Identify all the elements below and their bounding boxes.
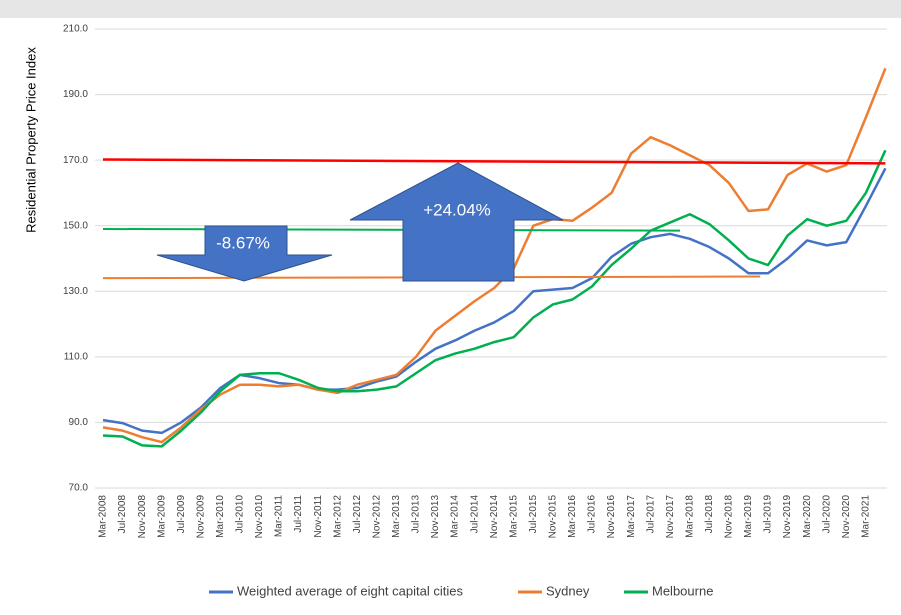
x-tick-label: Jul-2017	[645, 495, 656, 534]
trend-line	[102, 227, 681, 232]
x-tick-label: Jul-2015	[528, 495, 539, 534]
x-tick-label: Jul-2012	[352, 495, 363, 534]
y-tick-label: 110.0	[64, 351, 89, 362]
x-tick-label: Nov-2012	[371, 495, 382, 539]
y-tick-label: 210.0	[63, 24, 88, 35]
x-tick-label: Nov-2011	[313, 495, 324, 538]
x-tick-label: Jul-2014	[469, 495, 480, 534]
x-tick-label: Mar-2010	[215, 495, 226, 538]
x-tick-label: Jul-2008	[117, 495, 128, 534]
x-tick-label: Mar-2009	[156, 495, 167, 538]
x-tick-label: Nov-2017	[665, 495, 676, 539]
x-tick-label: Mar-2019	[743, 495, 754, 538]
x-tick-label: Mar-2011	[274, 495, 285, 537]
x-tick-label: Nov-2010	[254, 495, 265, 539]
x-tick-label: Jul-2019	[763, 495, 774, 534]
x-tick-label: Jul-2010	[235, 495, 246, 534]
annotation: +24.04%	[423, 200, 491, 219]
x-tick-label: Nov-2013	[430, 495, 441, 539]
x-tick-label: Mar-2017	[626, 495, 637, 538]
x-tick-label: Mar-2021	[860, 495, 871, 538]
x-tick-label: Jul-2013	[411, 495, 422, 534]
annotation: -8.67%	[216, 233, 270, 252]
down-arrow	[156, 225, 333, 282]
y-tick-label: 130.0	[63, 286, 88, 297]
grid: 70.0 90.0 110.0 130.0 150.0 170.0 190.0 210.0 Ma…	[63, 24, 887, 539]
x-tick-label: Jul-2020	[821, 495, 832, 534]
y-tick-label: 90.0	[69, 417, 89, 428]
x-tick-label: Nov-2008	[137, 495, 148, 539]
y-tick-label: 150.0	[63, 220, 88, 231]
series-line	[102, 67, 887, 444]
x-tick-label: Mar-2014	[450, 495, 461, 538]
series-line	[102, 149, 887, 448]
x-tick-label: Jul-2011	[293, 495, 304, 533]
x-tick-label: Jul-2009	[176, 495, 187, 534]
x-tick-label: Nov-2018	[724, 495, 735, 539]
x-tick-label: Nov-2020	[841, 495, 852, 539]
top-bar	[0, 0, 901, 18]
x-tick-label: Mar-2020	[802, 495, 813, 538]
y-tick-label: 190.0	[63, 89, 88, 100]
x-tick-label: Jul-2018	[704, 495, 715, 534]
x-tick-label: Nov-2014	[489, 495, 500, 539]
legend-label: Melbourne	[652, 583, 713, 598]
x-tick-label: Mar-2013	[391, 495, 402, 538]
x-tick-label: Mar-2008	[98, 495, 109, 538]
legend: Weighted average of eight capital cities…	[209, 583, 713, 598]
legend-label: Sydney	[546, 583, 590, 598]
x-tick-label: Mar-2015	[508, 495, 519, 538]
x-tick-label: Jul-2016	[587, 495, 598, 534]
x-tick-label: Nov-2016	[606, 495, 617, 539]
up-arrow	[349, 162, 564, 282]
x-tick-label: Nov-2015	[548, 495, 559, 539]
y-tick-label: 70.0	[69, 483, 89, 494]
x-tick-label: Mar-2012	[332, 495, 343, 538]
x-tick-label: Mar-2018	[684, 495, 695, 538]
y-tick-label: 170.0	[63, 155, 88, 166]
x-tick-label: Nov-2019	[782, 495, 793, 539]
x-tick-label: Mar-2016	[567, 495, 578, 538]
trend-line	[102, 158, 886, 165]
y-axis-title: Residential Property Price Index	[23, 47, 38, 233]
legend-label: Weighted average of eight capital cities	[237, 583, 463, 598]
x-tick-label: Nov-2009	[195, 495, 206, 539]
